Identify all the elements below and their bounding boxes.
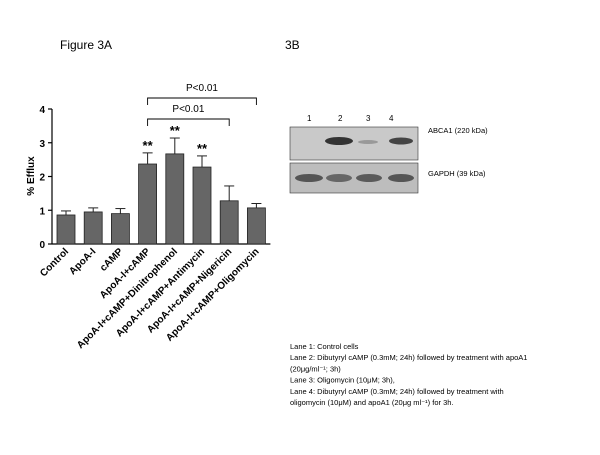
- band: [325, 137, 353, 145]
- chart-title: Figure 3A: [60, 38, 112, 52]
- significance: **: [170, 123, 181, 138]
- y-tick-label: 4: [39, 105, 45, 116]
- bar: [83, 211, 103, 245]
- y-tick-label: 2: [39, 173, 45, 184]
- panel-label: 3B: [285, 38, 300, 52]
- bar: [246, 207, 266, 245]
- bar: [56, 214, 76, 245]
- significance: **: [197, 141, 208, 156]
- bar: [111, 213, 130, 245]
- legend-line: Lane 1: Control cells: [290, 342, 359, 351]
- y-axis-label: % Efflux: [26, 156, 37, 196]
- legend-line: Lane 2: Dibutyryl cAMP (0.3mM; 24h) foll…: [290, 353, 527, 362]
- y-tick-label: 1: [39, 206, 45, 217]
- legend-line: (20μg/ml⁻¹; 3h): [290, 364, 341, 373]
- bar: [165, 153, 185, 245]
- y-tick-label: 0: [39, 240, 45, 251]
- y-tick-label: 3: [39, 139, 45, 150]
- lane-number: 1: [307, 114, 312, 123]
- legend-line: oligomycin (10μM) and apoA1 (20μg ml⁻¹) …: [290, 398, 454, 407]
- legend-line: Lane 4: Dibutyryl cAMP (0.3mM; 24h) foll…: [290, 387, 504, 396]
- band: [358, 140, 378, 144]
- band: [326, 174, 352, 182]
- x-tick-label: ApoA-I: [67, 246, 98, 277]
- bar: [219, 200, 239, 245]
- bracket: [147, 97, 257, 105]
- band-label: GAPDH (39 kDa): [428, 169, 486, 178]
- lane-number: 2: [338, 114, 343, 123]
- lane-number: 3: [366, 114, 371, 123]
- band: [295, 174, 323, 182]
- legend-line: Lane 3: Oligomycin (10μM; 3h),: [290, 376, 395, 385]
- bracket: [147, 118, 230, 126]
- x-tick-label: Control: [38, 246, 71, 279]
- lane-number: 4: [389, 114, 394, 123]
- bar: [192, 166, 212, 245]
- band: [388, 174, 414, 182]
- significance: **: [143, 138, 154, 153]
- bar: [138, 163, 158, 245]
- band-label: ABCA1 (220 kDa): [428, 126, 488, 135]
- band: [356, 174, 382, 182]
- band: [389, 137, 413, 145]
- bracket-label: P<0.01: [172, 104, 204, 115]
- bracket-label: P<0.01: [186, 83, 218, 94]
